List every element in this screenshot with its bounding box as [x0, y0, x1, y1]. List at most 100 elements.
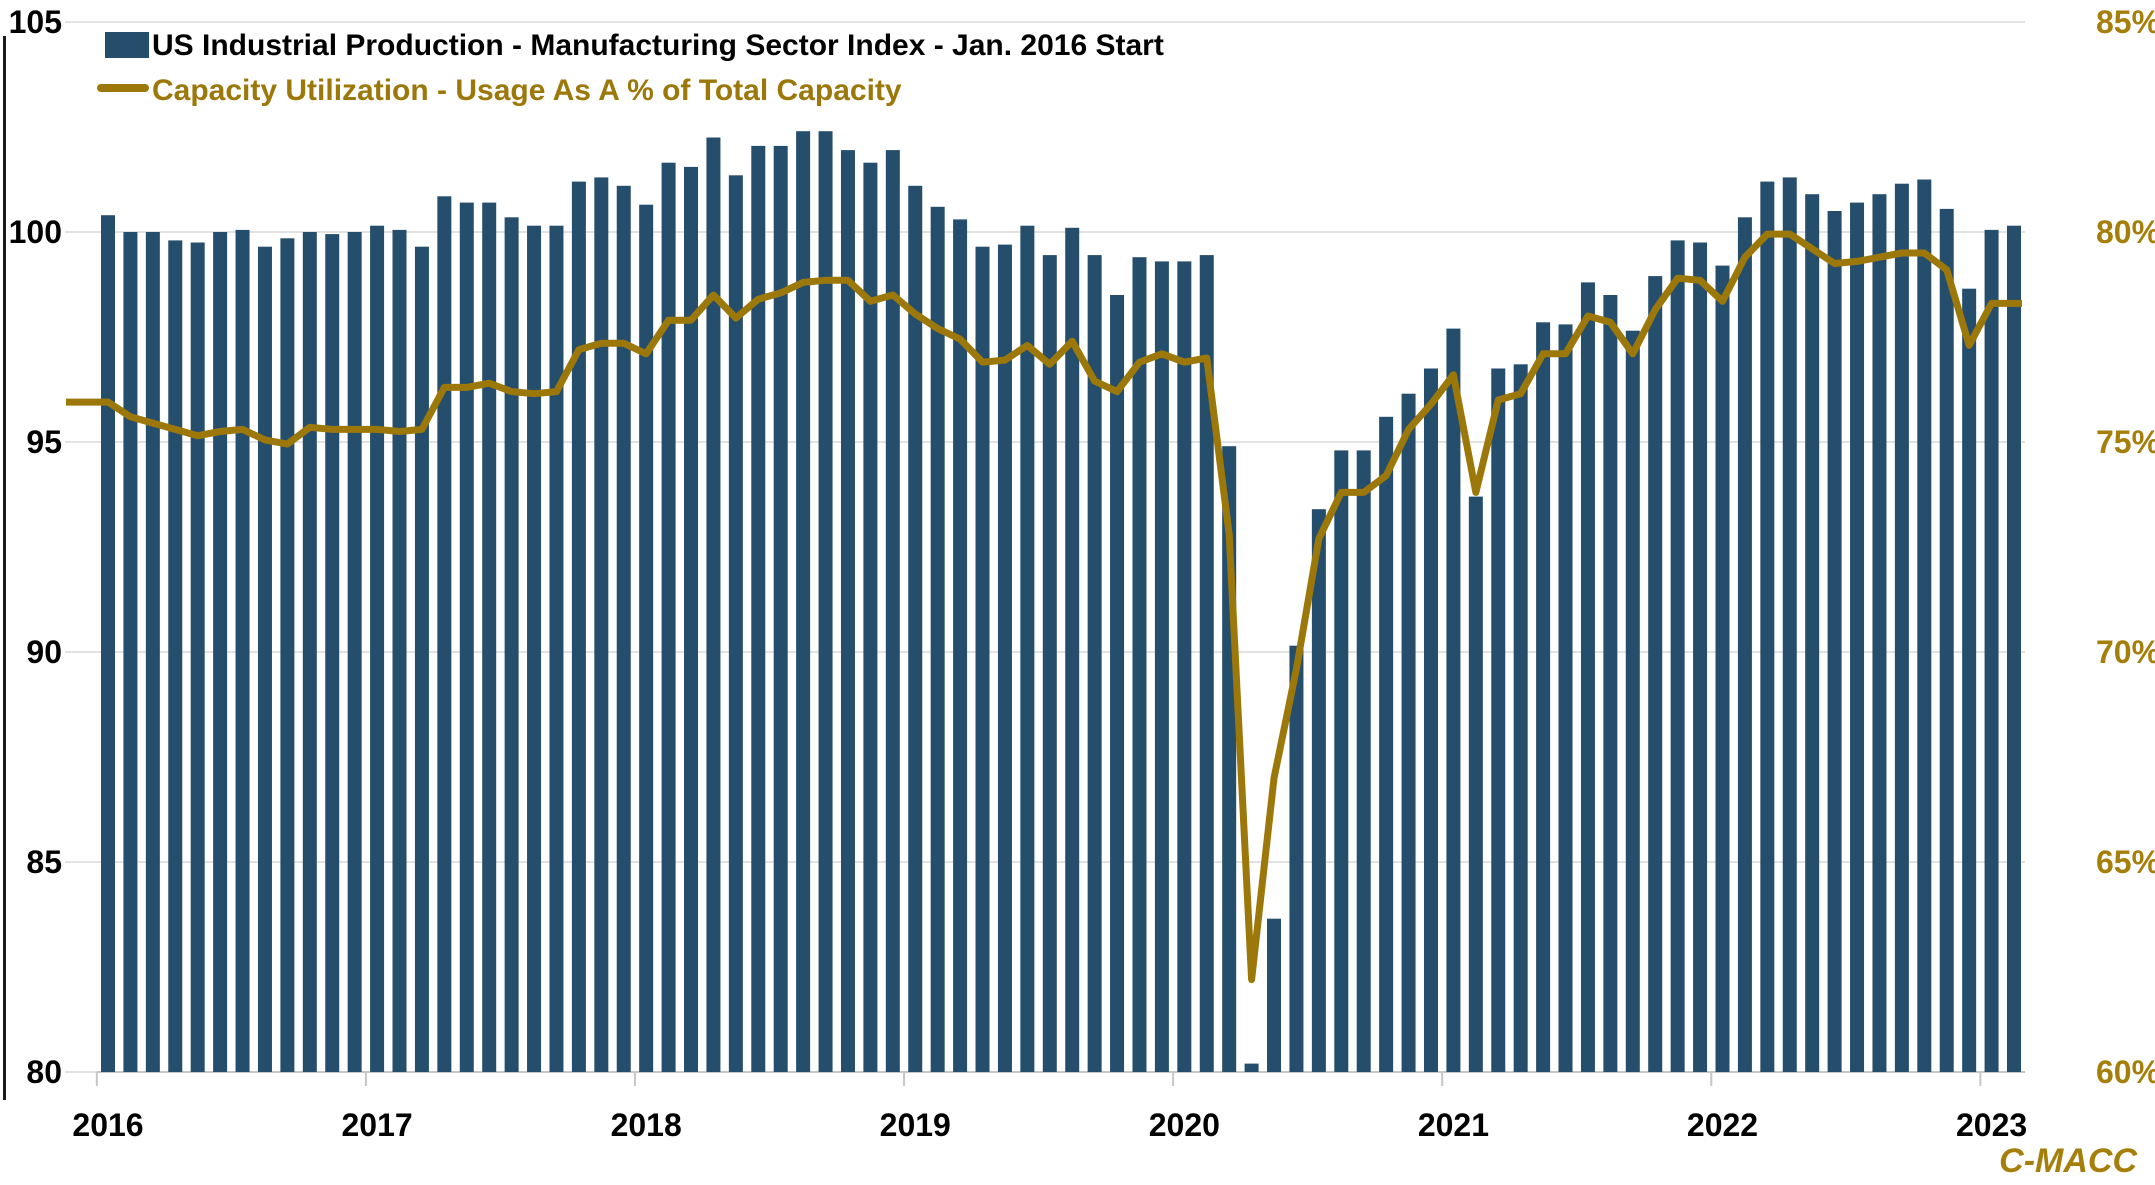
production-bar — [1446, 328, 1461, 1073]
production-bar — [1491, 368, 1506, 1072]
x-axis-year-label: 2021 — [1418, 1107, 1489, 1143]
production-bar — [1827, 211, 1842, 1072]
line-series-label: Capacity Utilization - Usage As A % of T… — [152, 74, 902, 107]
production-bar — [571, 181, 586, 1073]
production-bar — [1132, 257, 1147, 1072]
production-bar — [101, 215, 115, 1072]
legend: US Industrial Production - Manufacturing… — [0, 0, 1300, 120]
production-bar — [1805, 194, 1820, 1072]
right-axis-tick-label: 80% — [2096, 214, 2155, 250]
production-bar — [414, 246, 429, 1072]
x-axis-year-label: 2019 — [880, 1107, 951, 1143]
production-bar — [1154, 261, 1169, 1072]
production-bar — [504, 217, 519, 1073]
production-bar — [1715, 265, 1730, 1073]
production-bar — [1850, 202, 1865, 1073]
right-axis-tick-label: 65% — [2096, 844, 2155, 880]
production-bar — [325, 234, 340, 1073]
production-bar — [616, 185, 631, 1073]
c-macc-watermark: C-MACC — [1999, 1142, 2137, 1180]
production-bar — [1580, 282, 1595, 1072]
production-bar — [168, 240, 183, 1072]
production-bar — [863, 162, 878, 1072]
left-axis-tick-label: 105 — [9, 4, 62, 40]
production-bar — [1760, 181, 1775, 1073]
production-bar — [953, 219, 968, 1072]
production-bar — [1087, 255, 1102, 1073]
production-bar — [1042, 255, 1057, 1073]
production-bar — [1244, 1063, 1259, 1072]
production-bar — [213, 232, 228, 1072]
production-bar — [1894, 183, 1909, 1072]
production-bar — [1962, 288, 1977, 1072]
production-bar — [370, 225, 385, 1072]
production-bar — [1648, 276, 1663, 1073]
production-bar — [1311, 509, 1326, 1072]
line-series-swatch — [97, 84, 149, 92]
left-axis-tick-label: 90 — [26, 634, 62, 670]
bar-series-swatch — [105, 32, 149, 58]
utilization-line — [66, 230, 2022, 984]
x-axis-year-label: 2016 — [72, 1107, 143, 1143]
production-bar — [1267, 918, 1282, 1072]
production-bar — [1737, 217, 1752, 1073]
x-axis-year-label: 2023 — [1956, 1107, 2027, 1143]
production-bar — [594, 177, 609, 1072]
production-bar — [235, 229, 250, 1072]
left-axis-tick-label: 85 — [26, 844, 62, 880]
production-bar — [908, 185, 923, 1073]
production-bar — [527, 225, 542, 1072]
production-bar — [1603, 295, 1618, 1072]
production-bar — [661, 162, 676, 1072]
production-bar — [280, 238, 295, 1073]
production-bar — [1693, 242, 1708, 1072]
production-bar — [1177, 261, 1192, 1072]
production-bar — [302, 232, 317, 1072]
production-bar — [639, 204, 654, 1072]
production-bar — [728, 175, 743, 1073]
production-bar — [773, 145, 788, 1072]
production-bar — [1939, 208, 1954, 1072]
production-bar — [1782, 177, 1797, 1072]
production-bar — [459, 202, 474, 1073]
production-bar — [347, 232, 362, 1072]
production-bar — [1199, 255, 1214, 1073]
production-bar — [885, 150, 900, 1073]
left-axis-tick-label: 100 — [9, 214, 62, 250]
production-bar — [549, 225, 564, 1072]
x-axis-year-label: 2017 — [341, 1107, 412, 1143]
bar-series-label: US Industrial Production - Manufacturing… — [152, 29, 1164, 62]
production-bar — [1558, 324, 1573, 1072]
production-bar — [482, 202, 497, 1073]
production-bar — [751, 145, 766, 1072]
production-bar — [684, 166, 699, 1072]
production-bar — [1872, 194, 1887, 1072]
production-bar — [190, 242, 205, 1072]
production-bar — [1334, 450, 1349, 1072]
production-bar — [796, 131, 811, 1072]
right-axis-tick-label: 60% — [2096, 1054, 2155, 1090]
production-bar — [1379, 416, 1394, 1072]
production-bar — [2006, 225, 2021, 1072]
production-bar — [818, 131, 833, 1072]
production-bar — [975, 246, 990, 1072]
production-bar — [840, 150, 855, 1073]
production-bar — [1401, 393, 1416, 1072]
left-axis-tick-label: 95 — [26, 424, 62, 460]
production-bar — [257, 246, 272, 1072]
x-axis-year-label: 2022 — [1687, 1107, 1758, 1143]
production-bar — [1289, 645, 1304, 1072]
production-bar — [437, 196, 452, 1073]
production-bar — [1468, 496, 1483, 1073]
production-bar — [1020, 225, 1035, 1072]
production-bar — [1513, 364, 1528, 1072]
production-bar — [145, 232, 160, 1072]
production-bar — [1670, 240, 1685, 1072]
production-bar — [997, 244, 1012, 1073]
production-bar — [930, 206, 945, 1073]
x-axis-year-label: 2020 — [1149, 1107, 1220, 1143]
production-bar — [1356, 450, 1371, 1072]
left-axis-tick-label: 80 — [26, 1054, 62, 1090]
